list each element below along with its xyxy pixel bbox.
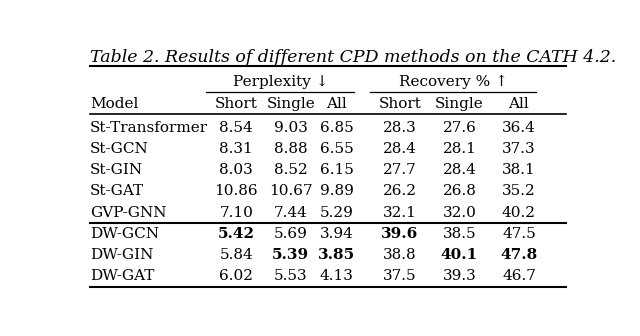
Text: 39.6: 39.6 bbox=[381, 227, 419, 241]
Text: 6.15: 6.15 bbox=[320, 163, 354, 177]
Text: 6.85: 6.85 bbox=[320, 121, 354, 135]
Text: 26.8: 26.8 bbox=[442, 184, 476, 199]
Text: 28.4: 28.4 bbox=[442, 163, 476, 177]
Text: DW-GIN: DW-GIN bbox=[90, 248, 154, 262]
Text: 39.3: 39.3 bbox=[443, 269, 476, 283]
Text: Perplexity ↓: Perplexity ↓ bbox=[232, 75, 328, 89]
Text: 28.4: 28.4 bbox=[383, 142, 417, 156]
Text: St-GAT: St-GAT bbox=[90, 184, 144, 199]
Text: 47.8: 47.8 bbox=[500, 248, 538, 262]
Text: 8.88: 8.88 bbox=[274, 142, 308, 156]
Text: All: All bbox=[326, 97, 348, 112]
Text: 9.89: 9.89 bbox=[320, 184, 354, 199]
Text: 37.3: 37.3 bbox=[502, 142, 536, 156]
Text: 37.5: 37.5 bbox=[383, 269, 417, 283]
Text: Single: Single bbox=[266, 97, 315, 112]
Text: 5.69: 5.69 bbox=[274, 227, 308, 241]
Text: Single: Single bbox=[435, 97, 484, 112]
Text: 7.44: 7.44 bbox=[274, 206, 308, 220]
Text: Recovery % ↑: Recovery % ↑ bbox=[399, 75, 508, 89]
Text: 5.39: 5.39 bbox=[272, 248, 309, 262]
Text: 9.03: 9.03 bbox=[274, 121, 308, 135]
Text: GVP-GNN: GVP-GNN bbox=[90, 206, 166, 220]
Text: DW-GAT: DW-GAT bbox=[90, 269, 154, 283]
Text: 8.52: 8.52 bbox=[274, 163, 308, 177]
Text: Short: Short bbox=[215, 97, 258, 112]
Text: 40.2: 40.2 bbox=[502, 206, 536, 220]
Text: 32.1: 32.1 bbox=[383, 206, 417, 220]
Text: 28.1: 28.1 bbox=[442, 142, 476, 156]
Text: 27.7: 27.7 bbox=[383, 163, 417, 177]
Text: 5.42: 5.42 bbox=[218, 227, 255, 241]
Text: St-Transformer: St-Transformer bbox=[90, 121, 208, 135]
Text: 27.6: 27.6 bbox=[442, 121, 476, 135]
Text: 8.54: 8.54 bbox=[220, 121, 253, 135]
Text: 8.03: 8.03 bbox=[220, 163, 253, 177]
Text: 46.7: 46.7 bbox=[502, 269, 536, 283]
Text: St-GIN: St-GIN bbox=[90, 163, 143, 177]
Text: St-GCN: St-GCN bbox=[90, 142, 148, 156]
Text: 28.3: 28.3 bbox=[383, 121, 417, 135]
Text: 38.1: 38.1 bbox=[502, 163, 536, 177]
Text: 26.2: 26.2 bbox=[383, 184, 417, 199]
Text: 6.02: 6.02 bbox=[220, 269, 253, 283]
Text: 3.94: 3.94 bbox=[320, 227, 354, 241]
Text: 38.5: 38.5 bbox=[443, 227, 476, 241]
Text: 32.0: 32.0 bbox=[442, 206, 476, 220]
Text: All: All bbox=[509, 97, 529, 112]
Text: 10.86: 10.86 bbox=[214, 184, 258, 199]
Text: 38.8: 38.8 bbox=[383, 248, 417, 262]
Text: Model: Model bbox=[90, 97, 138, 112]
Text: Short: Short bbox=[378, 97, 421, 112]
Text: 4.13: 4.13 bbox=[320, 269, 354, 283]
Text: 6.55: 6.55 bbox=[320, 142, 354, 156]
Text: 5.84: 5.84 bbox=[220, 248, 253, 262]
Text: 5.53: 5.53 bbox=[274, 269, 308, 283]
Text: 35.2: 35.2 bbox=[502, 184, 536, 199]
Text: 36.4: 36.4 bbox=[502, 121, 536, 135]
Text: 5.29: 5.29 bbox=[320, 206, 354, 220]
Text: DW-GCN: DW-GCN bbox=[90, 227, 159, 241]
Text: 8.31: 8.31 bbox=[220, 142, 253, 156]
Text: 3.85: 3.85 bbox=[318, 248, 355, 262]
Text: Table 2. Results of different CPD methods on the CATH 4.2.: Table 2. Results of different CPD method… bbox=[90, 49, 616, 67]
Text: 47.5: 47.5 bbox=[502, 227, 536, 241]
Text: 40.1: 40.1 bbox=[441, 248, 478, 262]
Text: 10.67: 10.67 bbox=[269, 184, 312, 199]
Text: 7.10: 7.10 bbox=[220, 206, 253, 220]
